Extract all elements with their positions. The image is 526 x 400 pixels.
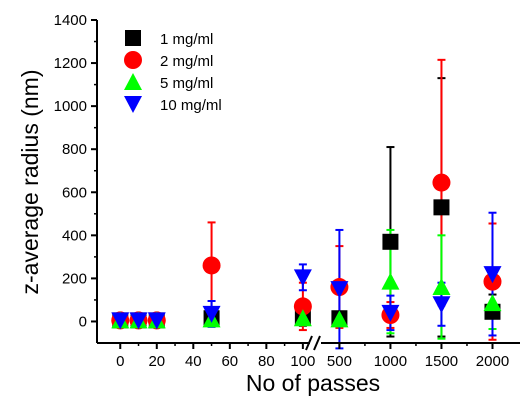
y-tick-label: 0 <box>79 313 87 330</box>
legend-marker-10-mg-ml <box>124 96 142 113</box>
x-tick-label: 80 <box>258 353 275 370</box>
data-point-2-mg-ml <box>202 256 221 275</box>
y-tick-label: 800 <box>62 141 87 158</box>
data-point-10-mg-ml <box>129 312 148 330</box>
x-tick-label: 1000 <box>374 353 407 370</box>
axis-break-mark <box>305 335 313 351</box>
y-tick-label: 1000 <box>54 98 87 115</box>
data-point-10-mg-ml <box>483 266 502 284</box>
x-tick-label: 20 <box>148 353 165 370</box>
legend-label-1-mg-ml: 1 mg/ml <box>160 31 213 48</box>
legend-label-10-mg-ml: 10 mg/ml <box>160 97 222 114</box>
legend-marker-5-mg-ml <box>124 73 142 90</box>
x-axis-title: No of passes <box>246 370 380 396</box>
x-tick-label: 500 <box>327 353 352 370</box>
data-point-5-mg-ml <box>330 310 349 328</box>
data-point-5-mg-ml <box>293 309 312 327</box>
x-tick-label: 100 <box>290 353 315 370</box>
y-tick-label: 1200 <box>54 55 87 72</box>
y-tick-label: 400 <box>62 227 87 244</box>
y-axis-title: z-average radius (nm) <box>17 70 43 295</box>
data-point-2-mg-ml <box>293 297 312 316</box>
data-point-1-mg-ml <box>382 233 399 250</box>
x-tick-label: 2000 <box>476 353 509 370</box>
x-tick-label: 40 <box>185 353 202 370</box>
y-tick-label: 600 <box>62 184 87 201</box>
data-point-5-mg-ml <box>483 294 502 312</box>
x-tick-label: 1500 <box>425 353 458 370</box>
data-point-10-mg-ml <box>293 269 312 287</box>
data-point-10-mg-ml <box>147 312 166 330</box>
legend-marker-1-mg-ml <box>125 30 141 46</box>
data-point-10-mg-ml <box>381 304 400 322</box>
data-point-10-mg-ml <box>111 312 130 330</box>
data-point-5-mg-ml <box>432 278 451 296</box>
legend-marker-2-mg-ml <box>124 51 142 69</box>
data-point-1-mg-ml <box>433 199 450 216</box>
y-tick-label: 1400 <box>54 12 87 29</box>
legend-label-5-mg-ml: 5 mg/ml <box>160 75 213 92</box>
data-point-10-mg-ml <box>432 296 451 314</box>
data-point-10-mg-ml <box>330 281 349 299</box>
data-point-10-mg-ml <box>202 305 221 323</box>
legend-label-2-mg-ml: 2 mg/ml <box>160 53 213 70</box>
axis-break-mark <box>313 335 321 351</box>
x-tick-label: 60 <box>221 353 238 370</box>
data-point-2-mg-ml <box>432 173 451 192</box>
data-point-5-mg-ml <box>381 272 400 290</box>
x-tick-label: 0 <box>116 353 124 370</box>
y-tick-label: 200 <box>62 270 87 287</box>
